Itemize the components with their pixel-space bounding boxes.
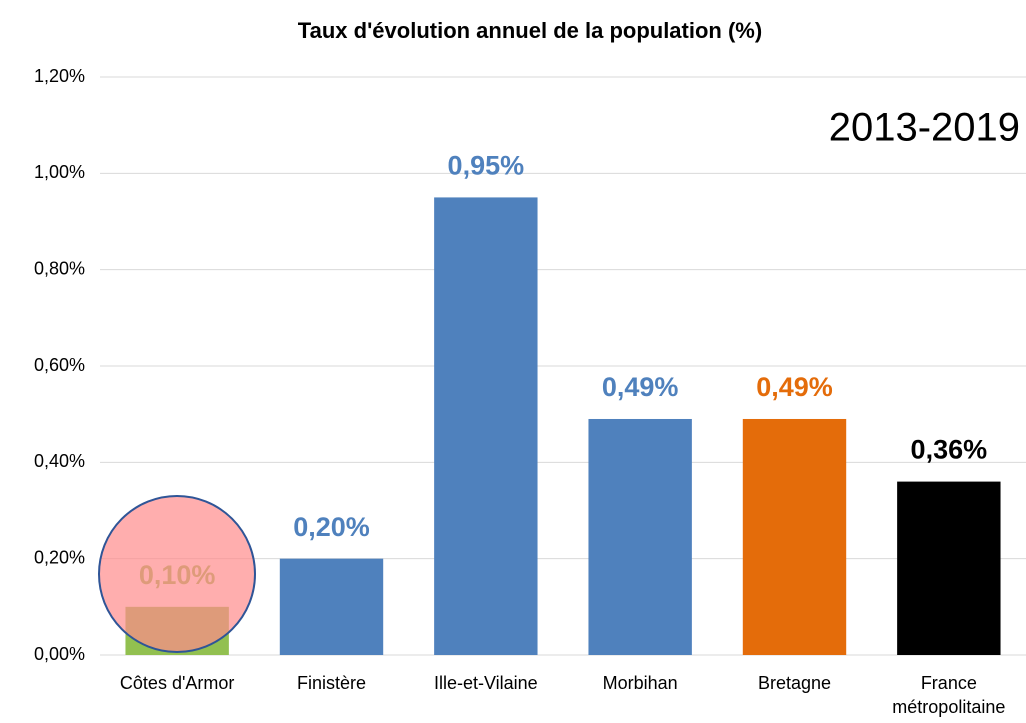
y-tick-label: 0,80%: [34, 258, 85, 278]
bar: [434, 197, 538, 655]
x-tick-label: Côtes d'Armor: [119, 673, 235, 693]
y-tick-label: 0,00%: [34, 644, 85, 664]
y-tick-label: 0,20%: [34, 547, 85, 567]
y-tick-label: 0,40%: [34, 451, 85, 471]
value-label: 0,49%: [756, 372, 833, 402]
value-label: 0,20%: [293, 512, 370, 542]
value-label: 0,49%: [602, 372, 679, 402]
highlight-circle: [98, 495, 256, 653]
x-tick-label: France métropolitaine: [892, 673, 1006, 717]
x-tick-label: Ille-et-Vilaine: [433, 673, 538, 693]
bar: [279, 558, 384, 655]
x-tick-label: Morbihan: [602, 673, 678, 693]
x-tick-label: Finistère: [296, 673, 367, 693]
annotation: 2013-2019: [829, 106, 1020, 150]
bar: [897, 481, 1001, 655]
y-tick-label: 1,20%: [34, 66, 85, 86]
bar: [588, 418, 692, 655]
x-tick-label: Bretagne: [757, 673, 832, 693]
y-tick-label: 1,00%: [34, 162, 85, 182]
value-label: 0,36%: [911, 435, 988, 465]
bar: [742, 418, 847, 655]
chart-title: Taux d'évolution annuel de la population…: [298, 18, 762, 43]
y-tick-label: 0,60%: [34, 355, 85, 375]
value-label: 0,95%: [448, 151, 525, 181]
